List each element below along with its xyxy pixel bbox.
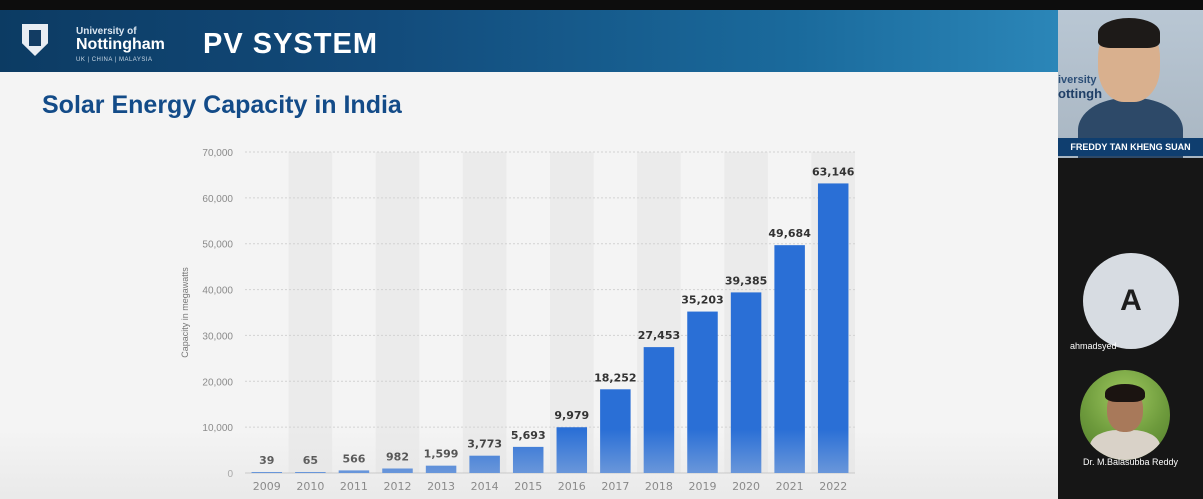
x-tick-label: 2022 xyxy=(819,480,847,493)
bar-value-label: 5,693 xyxy=(511,429,546,442)
x-tick-label: 2021 xyxy=(776,480,804,493)
bar xyxy=(251,472,283,473)
bar xyxy=(295,472,326,473)
participant-hair xyxy=(1098,18,1160,48)
bar-value-label: 39,385 xyxy=(725,274,767,287)
x-tick-label: 2014 xyxy=(471,480,499,493)
x-tick-label: 2013 xyxy=(427,480,455,493)
slide-title: PV SYSTEM xyxy=(203,28,378,60)
x-tick-label: 2009 xyxy=(253,480,281,493)
bar-value-label: 982 xyxy=(386,450,409,463)
y-tick-label: 30,000 xyxy=(202,331,233,342)
bar xyxy=(382,468,413,473)
x-tick-label: 2019 xyxy=(689,480,717,493)
participant-name: ahmadsyed xyxy=(1070,341,1117,351)
avatar-hair xyxy=(1105,384,1145,402)
x-tick-label: 2011 xyxy=(340,480,368,493)
y-tick-label: 50,000 xyxy=(202,240,233,251)
participants-panel: iversity ottingh FREDDY TAN KHENG SUAN A… xyxy=(1058,10,1203,499)
bar xyxy=(338,470,370,473)
avatar-body xyxy=(1090,430,1160,460)
window-top-bar xyxy=(0,0,1203,10)
bar-value-label: 9,979 xyxy=(554,409,589,422)
bar-value-label: 566 xyxy=(342,452,365,465)
bar-chart: 0 10,000 20,000 30,000 40,000 50,000 60,000 70,… xyxy=(180,148,855,493)
presentation-slide: University of Nottingham UK | CHINA | MA… xyxy=(0,10,1058,499)
bar-value-label: 1,599 xyxy=(424,448,459,461)
bar xyxy=(817,183,849,473)
slide-heading: Solar Energy Capacity in India xyxy=(42,91,402,119)
university-campuses: UK | CHINA | MALAYSIA xyxy=(76,57,153,63)
column-band xyxy=(462,152,507,473)
university-label: University of xyxy=(76,26,137,37)
column-band xyxy=(288,152,333,473)
bar xyxy=(600,389,631,473)
participant-avatar[interactable]: A xyxy=(1083,253,1179,349)
x-tick-label: 2016 xyxy=(558,480,586,493)
column-band xyxy=(375,152,420,473)
university-name: Nottingham xyxy=(76,36,165,53)
y-tick-label: 10,000 xyxy=(202,423,233,434)
participant-photo-avatar[interactable] xyxy=(1080,370,1170,460)
bar xyxy=(425,465,457,473)
x-tick-label: 2010 xyxy=(296,480,324,493)
y-tick-label: 40,000 xyxy=(202,286,233,297)
participant-name-label: FREDDY TAN KHENG SUAN xyxy=(1058,138,1203,156)
x-tick-label: 2018 xyxy=(645,480,673,493)
x-tick-label: 2015 xyxy=(514,480,542,493)
bar-value-label: 27,453 xyxy=(638,329,680,342)
bar xyxy=(774,245,805,473)
y-axis-label: Capacity in megawatts xyxy=(180,267,190,358)
crest-tower-icon xyxy=(29,30,41,46)
bar-value-label: 65 xyxy=(303,454,318,467)
bar xyxy=(469,455,500,473)
bar-value-label: 49,684 xyxy=(768,227,811,240)
y-tick-label: 70,000 xyxy=(202,148,233,159)
x-tick-label: 2012 xyxy=(384,480,412,493)
participant-name: Dr. M.Balasubba Reddy xyxy=(1082,457,1179,467)
x-tick-label: 2020 xyxy=(732,480,760,493)
bar-value-label: 39 xyxy=(259,454,274,467)
bar-value-label: 35,203 xyxy=(681,294,723,307)
bar-value-label: 18,252 xyxy=(594,371,636,384)
bar xyxy=(730,292,762,473)
column-band xyxy=(550,152,594,473)
background-text: ottingh xyxy=(1058,86,1103,101)
y-tick-label: 0 xyxy=(227,469,233,480)
bar-value-label: 63,146 xyxy=(812,165,855,178)
y-tick-label: 60,000 xyxy=(202,194,233,205)
bar xyxy=(643,347,675,473)
slide-header: University of Nottingham UK | CHINA | MA… xyxy=(0,10,1058,72)
bar xyxy=(556,427,588,473)
bar-value-label: 3,773 xyxy=(467,438,502,451)
bar xyxy=(512,446,544,473)
x-tick-label: 2017 xyxy=(601,480,629,493)
background-text: iversity xyxy=(1058,74,1097,86)
y-tick-label: 20,000 xyxy=(202,377,233,388)
participant-video-tile[interactable]: iversity ottingh FREDDY TAN KHENG SUAN xyxy=(1058,10,1203,158)
bar xyxy=(687,311,718,473)
